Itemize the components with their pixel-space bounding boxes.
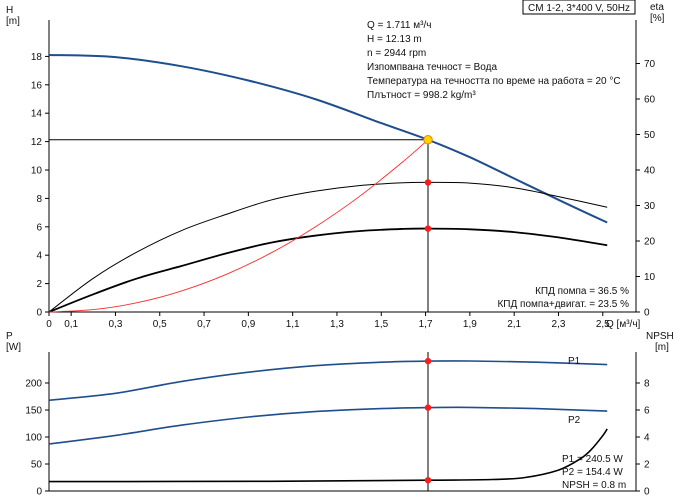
P2-curve <box>48 406 608 445</box>
P1-curve <box>48 360 608 402</box>
q-axis-label: Q [м³/ч] <box>606 319 641 330</box>
q-tick-label: 0,5 <box>153 319 167 330</box>
npsh-tick-label: 8 <box>644 379 650 390</box>
q-tick-label: 0,7 <box>197 319 211 330</box>
info-liquid: Изпомпвана течност = Вода <box>367 62 497 73</box>
system-curve <box>48 139 429 313</box>
pump-label: CM 1-2, 3*400 V, 50Hz <box>528 3 630 14</box>
q-tick-label: 1,3 <box>330 319 344 330</box>
operating-marker <box>424 477 432 484</box>
info-n: n = 2944 rpm <box>367 48 426 59</box>
npsh-axis-title: NPSH <box>646 331 674 342</box>
eta-tick-label: 40 <box>644 166 656 177</box>
h-axis-unit: [m] <box>6 16 20 27</box>
npsh-tick-label: 6 <box>644 406 650 417</box>
eta-axis-title: eta <box>650 2 664 13</box>
h-tick-label: 18 <box>31 52 43 63</box>
p-axis-unit: [W] <box>6 342 21 353</box>
info-density: Плътност = 998.2 kg/m³ <box>367 90 476 101</box>
h-tick-label: 10 <box>31 166 43 177</box>
efficiency-marker <box>424 225 432 232</box>
q-tick-label: 0,3 <box>108 319 122 330</box>
eta-tick-label: 60 <box>644 95 656 106</box>
duty-point-marker <box>423 135 433 145</box>
p-tick-label: 100 <box>25 433 42 444</box>
q-tick-label: 2,3 <box>552 319 566 330</box>
efficiency-marker <box>424 179 432 186</box>
operating-marker <box>424 357 432 365</box>
npsh-axis-unit: [m] <box>655 342 669 353</box>
p-tick-label: 0 <box>36 487 42 498</box>
h-tick-label: 2 <box>36 279 42 290</box>
info-p2: P2 = 154.4 W <box>562 467 623 478</box>
info-p1: P1 = 240.5 W <box>562 454 623 465</box>
pump-label-box <box>522 0 636 15</box>
eta-total-label: КПД помпа+двигат. = 23.5 % <box>497 299 629 310</box>
NPSH-curve <box>48 428 608 483</box>
eta-tick-label: 10 <box>644 272 656 283</box>
q-tick-label: 0 <box>46 319 52 330</box>
h-tick-label: 14 <box>31 109 43 120</box>
p2-series-label: P2 <box>568 415 581 426</box>
p-tick-label: 200 <box>25 379 42 390</box>
eta-tick-label: 50 <box>644 130 656 141</box>
q-tick-label: 1,7 <box>419 319 433 330</box>
eta-tick-label: 0 <box>644 308 650 319</box>
info-q: Q = 1.711 м³/ч <box>367 20 431 31</box>
h-tick-label: 6 <box>36 222 42 233</box>
eta-pump-curve <box>48 181 608 313</box>
power-npsh-chart: 0 50 100 150 200 0 2 4 6 8 <box>25 352 650 498</box>
npsh-tick-label: 0 <box>644 487 650 498</box>
p-axis-title: P <box>6 331 13 342</box>
q-tick-label: 0,1 <box>64 319 78 330</box>
q-tick-label: 0,9 <box>241 319 255 330</box>
h-axis-title: H <box>6 5 13 16</box>
info-h: H = 12.13 m <box>367 34 422 45</box>
operating-marker <box>424 404 432 411</box>
q-tick-label: 2,1 <box>507 319 521 330</box>
npsh-tick-label: 2 <box>644 460 650 471</box>
eta-pump-label: КПД помпа = 36.5 % <box>535 286 629 297</box>
q-tick-label: 1,9 <box>463 319 477 330</box>
h-tick-label: 16 <box>31 80 43 91</box>
p1-series-label: P1 <box>568 356 581 367</box>
npsh-tick-label: 4 <box>644 433 650 444</box>
h-tick-label: 12 <box>31 137 43 148</box>
p-tick-label: 150 <box>25 406 42 417</box>
H-curve <box>48 54 608 224</box>
h-tick-label: 4 <box>36 251 42 262</box>
h-tick-label: 8 <box>36 194 42 205</box>
eta-axis-unit: [%] <box>650 13 665 24</box>
q-tick-label: 1,1 <box>286 319 300 330</box>
eta-tick-label: 30 <box>644 201 656 212</box>
p-tick-label: 50 <box>31 460 43 471</box>
info-temperature: Температура на течността по време на раб… <box>367 75 621 87</box>
eta-tick-label: 20 <box>644 237 656 248</box>
info-npsh: NPSH = 0.8 m <box>562 480 626 491</box>
h-tick-label: 0 <box>36 308 42 319</box>
eta-total-curve <box>48 227 608 313</box>
q-tick-label: 2,5 <box>596 319 610 330</box>
h-q-chart: 0 2 4 6 8 10 12 14 16 18 0 10 20 30 40 50 60 70 0 0,1 0,3 0,5… <box>31 20 656 330</box>
q-tick-label: 1,5 <box>374 319 388 330</box>
eta-tick-label: 70 <box>644 59 656 70</box>
